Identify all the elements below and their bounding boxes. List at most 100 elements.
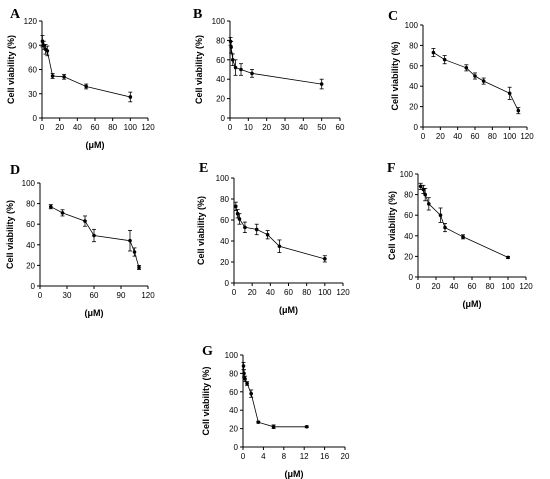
data-point	[249, 391, 253, 396]
y-tick-label: 20	[216, 95, 225, 104]
data-point	[319, 82, 324, 86]
series-line	[420, 186, 509, 258]
y-tick-label: 40	[216, 75, 225, 84]
y-tick-label: 100	[216, 174, 230, 183]
y-tick-label: 100	[400, 170, 414, 179]
x-tick-label: 20	[55, 123, 64, 132]
data-point	[234, 204, 238, 209]
x-axis-title: (μM)	[86, 140, 105, 150]
x-tick-label: 50	[317, 123, 326, 132]
data-point	[481, 79, 486, 83]
data-point	[250, 71, 254, 76]
x-tick-label: 60	[91, 123, 100, 132]
data-point	[304, 424, 309, 429]
x-tick-label: 20	[248, 288, 257, 297]
data-point	[271, 424, 276, 429]
x-tick-label: 80	[486, 282, 495, 291]
y-axis-title: Cell viability (%)	[6, 35, 16, 104]
x-tick-label: 20	[262, 123, 271, 132]
panel-letter: F	[387, 161, 396, 176]
x-axis-title: (μM)	[85, 308, 104, 318]
data-point	[423, 192, 428, 197]
data-point	[438, 213, 443, 217]
y-axis-title: Cell viability (%)	[5, 200, 15, 269]
y-tick-label: 60	[28, 66, 37, 75]
y-tick-label: 0	[225, 279, 230, 288]
y-tick-label: 0	[221, 114, 226, 123]
x-tick-label: 120	[141, 291, 155, 300]
y-tick-label: 100	[22, 179, 36, 188]
y-tick-label: 100	[212, 17, 226, 26]
y-tick-label: 60	[229, 388, 238, 397]
data-point	[243, 225, 247, 230]
data-point	[241, 364, 246, 368]
data-point	[507, 91, 512, 96]
x-tick-label: 90	[117, 291, 126, 300]
data-point	[265, 232, 270, 237]
data-point	[137, 265, 141, 270]
x-tick-label: 0	[40, 123, 45, 132]
y-tick-label: 80	[229, 369, 238, 378]
y-tick-label: 30	[28, 90, 37, 99]
x-tick-label: 80	[488, 132, 497, 141]
x-tick-label: 120	[519, 282, 533, 291]
y-tick-label: 80	[409, 41, 418, 50]
data-point	[254, 227, 259, 232]
panel-letter: D	[10, 163, 20, 178]
x-axis-title: (μM)	[285, 469, 304, 479]
y-tick-label: 40	[409, 82, 418, 91]
panel-letter: E	[199, 161, 208, 176]
y-tick-label: 80	[404, 191, 413, 200]
x-tick-label: 60	[284, 288, 293, 297]
data-point	[506, 255, 510, 260]
x-tick-label: 100	[124, 123, 138, 132]
y-axis-title: Cell viability (%)	[387, 191, 397, 260]
panel-g: G 0 20 40 60 80 100 0 4 8 12 16 20 Cell viability (%)…	[201, 344, 350, 479]
data-point	[277, 244, 282, 249]
y-tick-label: 0	[33, 114, 38, 123]
x-tick-label: 60	[336, 123, 345, 132]
x-tick-label: 120	[141, 123, 155, 132]
data-point	[237, 217, 242, 221]
data-point	[230, 58, 235, 62]
x-tick-label: 100	[501, 282, 515, 291]
y-tick-label: 60	[26, 220, 35, 229]
x-tick-label: 0	[38, 291, 43, 300]
data-point	[239, 67, 243, 72]
y-axis-title: Cell viability (%)	[390, 41, 400, 110]
data-point	[92, 233, 96, 238]
y-tick-label: 40	[26, 241, 35, 250]
x-tick-label: 40	[73, 123, 82, 132]
y-tick-label: 80	[216, 36, 225, 45]
x-tick-label: 20	[436, 132, 445, 141]
y-tick-label: 80	[26, 200, 35, 209]
x-tick-label: 0	[228, 123, 233, 132]
x-tick-label: 4	[261, 452, 266, 461]
data-point	[41, 43, 46, 48]
x-tick-label: 60	[471, 132, 480, 141]
x-tick-label: 40	[299, 123, 308, 132]
panel-e: E 0 20 40 60 80 100 0 20 40 60 80 100 120 Cell viabili…	[196, 161, 350, 315]
x-tick-label: 30	[281, 123, 290, 132]
y-axis-title: Cell viability (%)	[201, 366, 211, 435]
panel-letter: B	[193, 7, 202, 22]
data-point	[132, 250, 137, 254]
y-tick-label: 60	[216, 56, 225, 65]
y-tick-label: 20	[404, 252, 413, 261]
panel-b: B 0 20 40 60 80 100 0 10 20 30 40 50 60 Cell viability…	[193, 7, 345, 132]
data-point	[461, 235, 465, 239]
panel-letter: C	[388, 9, 398, 24]
x-tick-label: 0	[421, 132, 426, 141]
data-point	[516, 108, 521, 113]
x-tick-label: 120	[336, 288, 350, 297]
y-tick-label: 0	[409, 273, 414, 282]
y-axis-title: Cell viability (%)	[194, 35, 204, 104]
y-tick-label: 40	[229, 406, 238, 415]
data-point	[256, 420, 261, 424]
x-tick-label: 10	[244, 123, 253, 132]
y-tick-label: 0	[31, 282, 36, 291]
y-tick-label: 0	[234, 443, 239, 452]
data-point	[443, 225, 447, 230]
x-tick-label: 30	[63, 291, 72, 300]
